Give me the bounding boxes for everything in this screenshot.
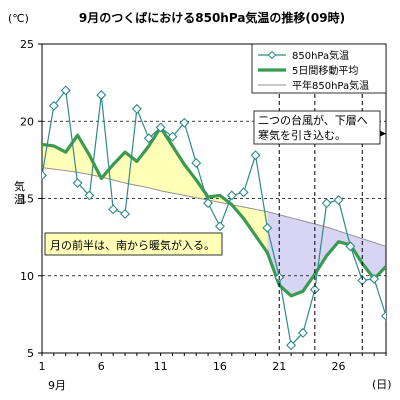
fill-areas — [42, 127, 386, 296]
series-lines — [42, 85, 386, 351]
data-point — [226, 190, 237, 201]
data-point — [60, 85, 71, 96]
data-point — [214, 221, 225, 232]
y-axis-ticks: 5 10 15 20 25 — [20, 38, 42, 360]
y-axis-label-text: 気温 — [14, 179, 25, 206]
warm-fill-area — [42, 127, 268, 253]
x-tick-label: 26 — [332, 360, 346, 373]
data-point — [286, 340, 297, 351]
data-point — [333, 195, 344, 206]
warm-annotation-box — [44, 232, 223, 256]
data-point — [72, 178, 83, 189]
x-tick-label: 21 — [272, 360, 286, 373]
chart-title: 9月のつくばにおける850hPa気温の推移(09時) — [79, 10, 345, 25]
legend-label: 平年850hPa気温 — [292, 79, 369, 92]
x-tick-label: 11 — [154, 360, 168, 373]
data-point — [42, 170, 47, 181]
data-point — [321, 198, 332, 209]
data-point — [167, 131, 178, 142]
y-tick-label: 15 — [20, 193, 34, 206]
data-point — [369, 273, 380, 284]
data-point — [48, 100, 59, 111]
x-axis-ticks: 1 6 11 16 21 26 — [39, 353, 387, 373]
typhoon-annotation-box — [253, 110, 381, 145]
x-tick-label: 16 — [213, 360, 227, 373]
x-unit-label: (日) — [372, 378, 392, 391]
data-point — [155, 122, 166, 133]
data-point — [262, 222, 273, 233]
data-point — [381, 310, 386, 321]
typhoon-annotation-line2: 寒気を引き込む。 — [258, 128, 346, 142]
data-point — [345, 241, 356, 252]
x-tick-label: 6 — [98, 360, 105, 373]
data-point — [131, 103, 142, 114]
legend-label: 850hPa気温 — [292, 49, 349, 62]
data-point — [250, 150, 261, 161]
data-point — [120, 208, 131, 219]
warm-annotation-text: 月の前半は、南から暖気が入る。 — [50, 238, 215, 252]
data-point — [297, 327, 308, 338]
typhoon-annotation-line1: 二つの台風が、下層へ — [258, 113, 368, 127]
data-point — [179, 117, 190, 128]
legend-label: 5日間移動平均 — [292, 64, 358, 77]
x-month-label: 9月 — [48, 379, 66, 392]
y-tick-label: 10 — [20, 270, 34, 283]
legend-marker — [267, 50, 277, 60]
data-point — [84, 190, 95, 201]
data-point — [203, 198, 214, 209]
typhoon-arrowhead — [379, 130, 386, 138]
y-tick-label: 5 — [27, 347, 34, 360]
y-tick-label: 20 — [20, 115, 34, 128]
y-tick-label: 25 — [20, 38, 34, 51]
x-tick-label: 1 — [39, 360, 46, 373]
data-point — [191, 157, 202, 168]
y-axis-label: 気温 — [14, 179, 25, 206]
y-unit-label: (℃) — [8, 12, 29, 25]
data-point — [143, 133, 154, 144]
data-point — [238, 187, 249, 198]
data-point — [108, 204, 119, 215]
data-point — [96, 90, 107, 100]
series-line-1 — [42, 125, 386, 298]
